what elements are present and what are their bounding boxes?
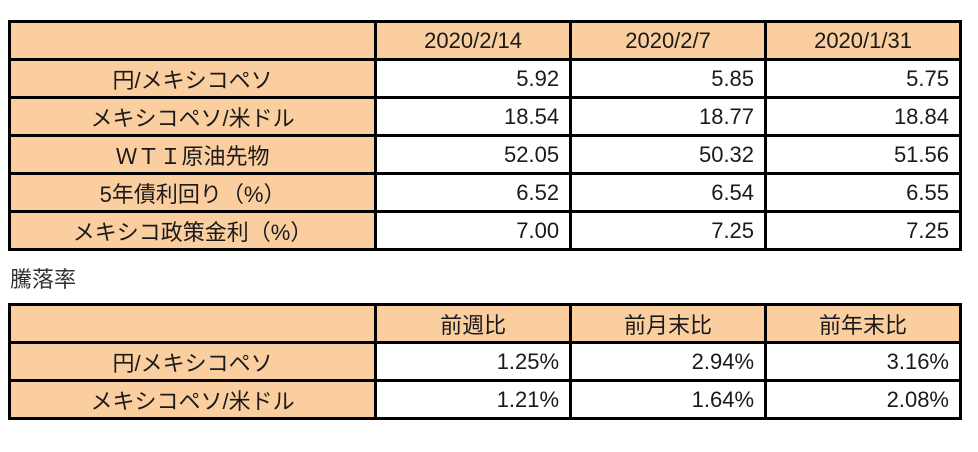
header-cell-mtd: 前月末比 xyxy=(569,303,768,344)
value-cell: 1.25% xyxy=(374,341,573,382)
row-label: メキシコ政策金利（%） xyxy=(7,210,378,251)
table-row-mxn-usd: メキシコペソ/米ドル 18.54 18.77 18.84 xyxy=(7,96,962,137)
row-label: メキシコペソ/米ドル xyxy=(7,379,378,420)
value-cell: 18.84 xyxy=(764,96,962,137)
market-levels-table: 2020/2/14 2020/2/7 2020/1/31 円/メキシコペソ 5.… xyxy=(7,20,962,251)
header-cell-wow: 前週比 xyxy=(374,303,573,344)
value-cell: 6.55 xyxy=(764,172,962,213)
value-cell: 5.85 xyxy=(569,58,768,99)
change-rate-table: 前週比 前月末比 前年末比 円/メキシコペソ 1.25% 2.94% 3.16%… xyxy=(7,303,962,420)
value-cell: 2.94% xyxy=(569,341,768,382)
table-row-jpy-mxn-change: 円/メキシコペソ 1.25% 2.94% 3.16% xyxy=(7,341,962,382)
row-label: 円/メキシコペソ xyxy=(7,58,378,99)
section-title-change-rate: 騰落率 xyxy=(10,267,77,292)
value-cell: 6.54 xyxy=(569,172,768,213)
value-cell: 5.92 xyxy=(374,58,573,99)
value-cell: 5.75 xyxy=(764,58,962,99)
header-cell-date-2: 2020/2/7 xyxy=(569,20,768,61)
value-cell: 7.25 xyxy=(569,210,768,251)
value-cell: 52.05 xyxy=(374,134,573,175)
header-row: 前週比 前月末比 前年末比 xyxy=(7,303,962,344)
value-cell: 7.00 xyxy=(374,210,573,251)
header-cell-ytd: 前年末比 xyxy=(764,303,962,344)
value-cell: 3.16% xyxy=(764,341,962,382)
value-cell: 1.64% xyxy=(569,379,768,420)
row-label: ＷＴＩ原油先物 xyxy=(7,134,378,175)
value-cell: 18.77 xyxy=(569,96,768,137)
table-row-5y-yield: 5年債利回り（%） 6.52 6.54 6.55 xyxy=(7,172,962,213)
value-cell: 51.56 xyxy=(764,134,962,175)
row-label: メキシコペソ/米ドル xyxy=(7,96,378,137)
row-label: 5年債利回り（%） xyxy=(7,172,378,213)
header-cell-date-3: 2020/1/31 xyxy=(764,20,962,61)
value-cell: 18.54 xyxy=(374,96,573,137)
header-cell-date-1: 2020/2/14 xyxy=(374,20,573,61)
value-cell: 7.25 xyxy=(764,210,962,251)
value-cell: 1.21% xyxy=(374,379,573,420)
value-cell: 6.52 xyxy=(374,172,573,213)
value-cell: 2.08% xyxy=(764,379,962,420)
table-row-wti: ＷＴＩ原油先物 52.05 50.32 51.56 xyxy=(7,134,962,175)
row-label: 円/メキシコペソ xyxy=(7,341,378,382)
header-cell-empty xyxy=(7,303,378,344)
header-cell-empty xyxy=(7,20,378,61)
table-row-jpy-mxn: 円/メキシコペソ 5.92 5.85 5.75 xyxy=(7,58,962,99)
header-row: 2020/2/14 2020/2/7 2020/1/31 xyxy=(7,20,962,61)
table-row-policy-rate: メキシコ政策金利（%） 7.00 7.25 7.25 xyxy=(7,210,962,251)
page: 2020/2/14 2020/2/7 2020/1/31 円/メキシコペソ 5.… xyxy=(7,20,962,420)
table-row-mxn-usd-change: メキシコペソ/米ドル 1.21% 1.64% 2.08% xyxy=(7,379,962,420)
value-cell: 50.32 xyxy=(569,134,768,175)
